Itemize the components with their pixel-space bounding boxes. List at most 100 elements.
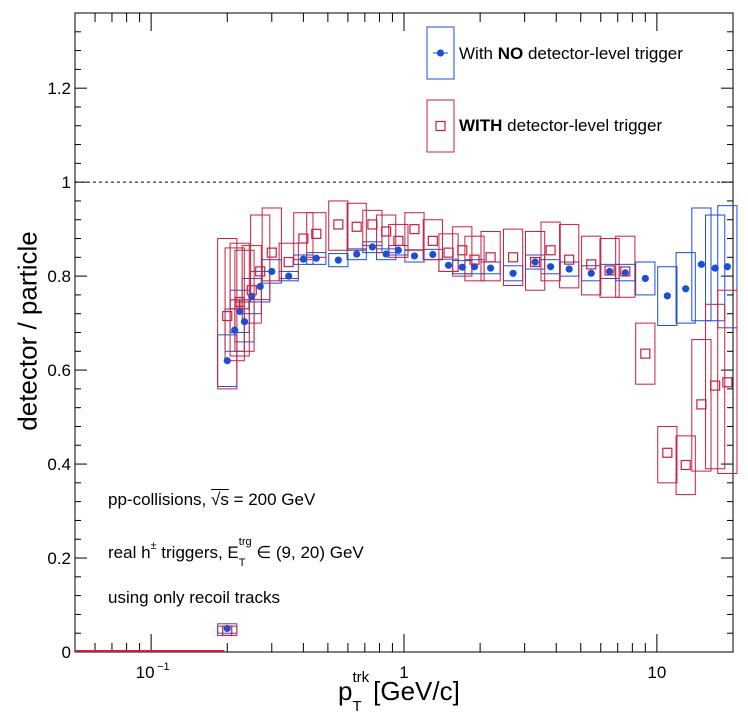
marker-no-trigger [248,292,256,300]
marker-no-trigger [236,307,244,315]
marker-with-trigger [485,252,496,263]
marker-no-trigger [368,243,377,251]
marker-with-trigger [620,266,631,277]
marker-with-trigger [530,256,541,268]
marker-with-trigger [457,245,468,256]
x-tick-label: 1 [399,663,408,682]
syst-box-with-trigger [525,230,546,291]
syst-box-with-trigger [615,235,636,298]
x-tick-label: 10 [647,663,666,682]
marker-with-trigger [266,247,277,258]
marker-with-trigger [311,228,322,239]
marker-with-trigger [381,226,392,237]
y-tick-label: 0.4 [47,455,71,474]
marker-no-trigger [547,263,555,271]
marker-no-trigger [353,250,361,258]
marker-with-trigger [545,245,556,256]
legend-no-post: detector-level trigger [523,44,683,63]
y-axis-label: detector / particle [12,231,43,431]
syst-box-with-trigger [675,435,696,496]
y-tick-label: 0.8 [47,267,71,286]
marker-no-trigger [531,258,539,266]
syst-box-with-trigger [599,238,620,298]
marker-no-trigger [486,264,495,272]
marker-with-trigger [507,252,519,263]
syst-box-with-trigger [691,339,712,472]
syst-box-with-trigger [346,202,367,251]
syst-box-with-trigger [635,322,656,385]
syst-box-no-trigger [362,241,383,254]
marker-no-trigger [299,255,307,263]
marker-with-trigger [680,459,691,471]
marker-no-trigger [334,256,342,264]
marker-no-trigger [682,285,690,293]
x-axis-label-sup: trk [352,669,370,687]
marker-with-trigger [564,254,575,265]
legend-label-with-trigger: WITH detector-level trigger [459,116,662,136]
annotation-collisions: pp-collisions, √s = 200 GeV [108,490,315,510]
annotation-triggers-pre: real h [108,543,151,562]
marker-with-trigger [222,625,233,636]
x-tick-label: 10 [136,663,155,682]
marker-no-trigger [509,269,517,277]
annotation-recoil: using only recoil tracks [108,588,280,607]
syst-box-with-trigger [422,219,443,261]
marker-with-trigger [586,259,597,270]
legend-with-bold: WITH [459,116,503,135]
syst-box-with-trigger [306,212,327,258]
marker-no-trigger [256,282,264,291]
marker-with-trigger [239,299,250,310]
marker-with-trigger [367,219,378,230]
syst-box-with-trigger [362,209,383,247]
marker-with-trigger [662,447,673,458]
syst-box-with-trigger [404,212,425,251]
marker-with-trigger [427,235,438,246]
marker-no-trigger [285,272,293,280]
annotation-sqrt: √s [211,490,229,509]
marker-with-trigger [298,233,309,244]
marker-no-trigger [444,261,453,269]
syst-box-with-trigger [717,289,738,474]
x-tick-label-exponent: −1 [157,661,170,673]
syst-box-with-trigger [657,425,678,484]
syst-box-with-trigger [480,230,501,282]
syst-box-with-trigger [261,207,282,282]
marker-no-trigger [223,357,231,365]
x-axis-label-unit: [GeV/c] [373,676,460,706]
legend-marker-with-trigger [435,120,446,132]
marker-with-trigger [640,348,651,359]
marker-with-trigger [469,254,480,265]
marker-no-trigger [382,250,390,258]
syst-box-with-trigger [502,228,524,287]
marker-with-trigger [283,256,294,268]
legend-box-with-trigger [426,99,455,153]
y-tick-label: 1.2 [47,79,71,98]
marker-with-trigger [393,235,404,246]
marker-with-trigger [604,265,615,276]
marker-no-trigger [641,274,649,283]
legend-marker-no-trigger [436,49,445,57]
syst-box-with-trigger [376,214,397,254]
syst-box-with-trigger [328,200,349,251]
marker-with-trigger [710,380,721,391]
legend-label-no-trigger: With NO detector-level trigger [459,44,683,64]
marker-no-trigger [587,269,595,277]
marker-no-trigger [605,267,614,276]
marker-with-trigger [222,310,233,322]
annotation-triggers-sup: trg [238,535,252,548]
marker-no-trigger [410,252,419,260]
legend-box-no-trigger [426,26,455,80]
marker-with-trigger [443,247,454,258]
syst-box-with-trigger [705,303,726,470]
annotation-collisions-post: = 200 GeV [228,490,316,509]
y-tick-label: 0.2 [47,549,71,568]
marker-no-trigger [231,326,239,334]
marker-no-trigger [565,265,573,273]
x-axis-label: p trk T [GeV/c] [338,670,460,714]
marker-with-trigger [255,266,266,277]
marker-no-trigger [394,246,402,254]
syst-box-no-trigger [376,248,397,261]
marker-no-trigger [621,269,629,277]
syst-box-no-trigger [346,248,367,261]
